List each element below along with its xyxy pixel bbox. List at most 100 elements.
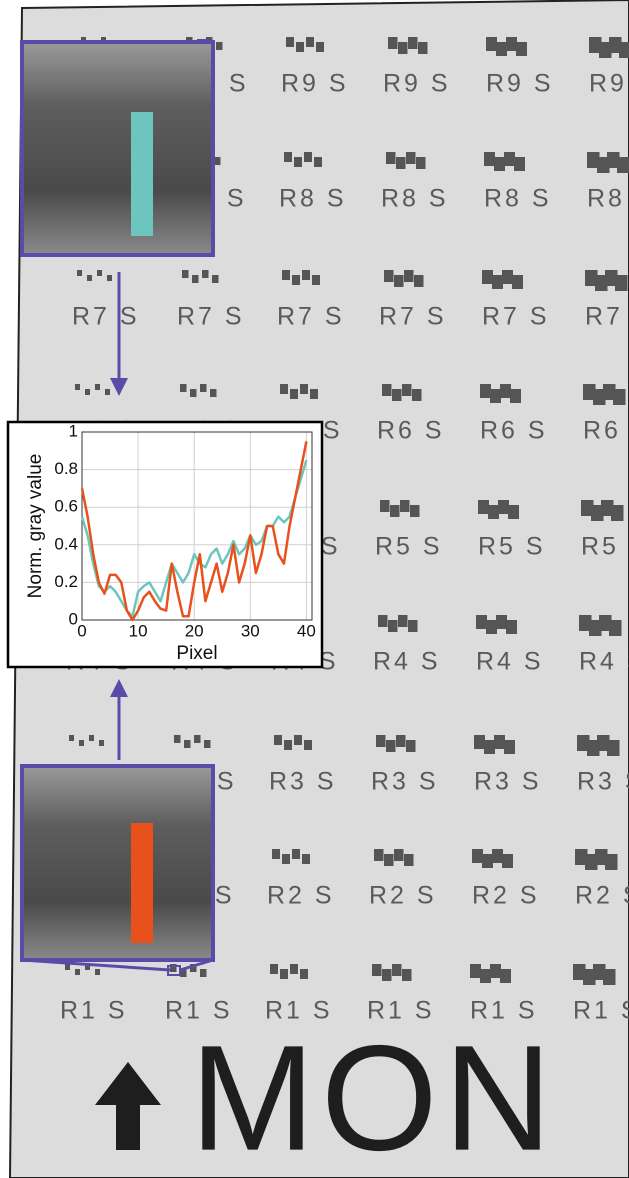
feature — [75, 969, 80, 975]
feature — [599, 615, 612, 631]
feature — [394, 275, 404, 287]
y-tick-label: 0.6 — [54, 497, 78, 516]
row-label: R3 S — [577, 768, 629, 796]
feature — [619, 42, 629, 58]
row-label: R4 S — [476, 648, 544, 676]
feature — [595, 275, 608, 291]
feature — [300, 969, 308, 979]
row-label: R8 S — [484, 185, 552, 213]
feature — [282, 854, 290, 864]
feature — [474, 735, 485, 749]
feature — [613, 389, 626, 405]
feature — [294, 157, 302, 167]
feature — [593, 964, 606, 980]
feature — [603, 384, 616, 400]
feature — [408, 37, 418, 49]
feature — [190, 389, 197, 397]
feature — [216, 42, 223, 50]
x-tick-label: 0 — [77, 621, 86, 640]
feature — [506, 620, 517, 634]
feature — [512, 275, 523, 289]
feature — [482, 270, 493, 284]
feature — [609, 620, 622, 636]
feature — [605, 270, 618, 286]
zoom-inset-top — [20, 39, 215, 257]
feature — [302, 270, 310, 280]
feature — [506, 37, 517, 51]
x-tick-label: 40 — [297, 621, 316, 640]
arrow-head — [110, 378, 128, 396]
feature — [376, 735, 386, 747]
zoom-inset-bottom — [20, 764, 215, 976]
feature — [202, 270, 209, 278]
feature — [611, 505, 624, 521]
feature — [410, 505, 420, 517]
feature — [575, 849, 588, 865]
feature — [210, 389, 217, 397]
feature — [302, 854, 310, 864]
row-label: R2 S — [267, 882, 335, 910]
feature — [490, 964, 501, 978]
zoom-image — [20, 764, 215, 962]
x-tick-label: 10 — [129, 621, 148, 640]
feature — [595, 849, 608, 865]
feature — [480, 384, 491, 398]
feature — [587, 152, 600, 168]
feature — [292, 849, 300, 859]
row-label: R2 S — [369, 882, 437, 910]
feature — [386, 152, 396, 164]
feature — [89, 735, 94, 741]
feature — [85, 389, 90, 395]
plot-frame — [81, 431, 313, 621]
feature — [516, 42, 527, 56]
feature — [615, 275, 628, 291]
feature — [105, 389, 110, 395]
row-label: R9 S — [486, 70, 554, 98]
feature — [496, 42, 507, 56]
y-axis-label: Norm. gray value — [25, 454, 46, 599]
feature — [607, 740, 620, 756]
feature — [378, 615, 388, 627]
feature — [180, 384, 187, 392]
feature — [486, 620, 497, 634]
series-line — [80, 441, 308, 622]
feature — [382, 384, 392, 396]
feature — [599, 42, 612, 58]
feature — [286, 37, 294, 47]
feature — [214, 157, 221, 165]
feature — [500, 969, 511, 983]
feature — [69, 735, 74, 741]
feature — [418, 42, 428, 54]
row-label: R1 S — [265, 997, 333, 1025]
feature — [280, 969, 288, 979]
feature — [392, 389, 402, 401]
feature — [585, 270, 598, 286]
row-label: R1 S — [165, 997, 233, 1025]
feature — [282, 270, 290, 280]
feature — [396, 735, 406, 747]
feature — [194, 735, 201, 743]
feature — [605, 854, 618, 870]
feature — [607, 152, 620, 168]
feature — [480, 969, 491, 983]
feature — [272, 849, 280, 859]
feature — [394, 849, 404, 861]
feature — [498, 500, 509, 514]
x-tick-label: 20 — [185, 621, 204, 640]
row-label: R2 S — [472, 882, 540, 910]
feature — [388, 37, 398, 49]
feature — [492, 849, 503, 863]
feature — [488, 505, 499, 519]
marker-label: MON — [190, 1014, 558, 1178]
feature — [504, 740, 515, 754]
feature — [482, 854, 493, 868]
feature — [200, 384, 207, 392]
feature — [597, 157, 610, 173]
feature — [406, 740, 416, 752]
feature — [597, 735, 610, 751]
row-label: R5 S — [478, 533, 546, 561]
feature — [212, 275, 219, 283]
feature — [180, 969, 187, 977]
